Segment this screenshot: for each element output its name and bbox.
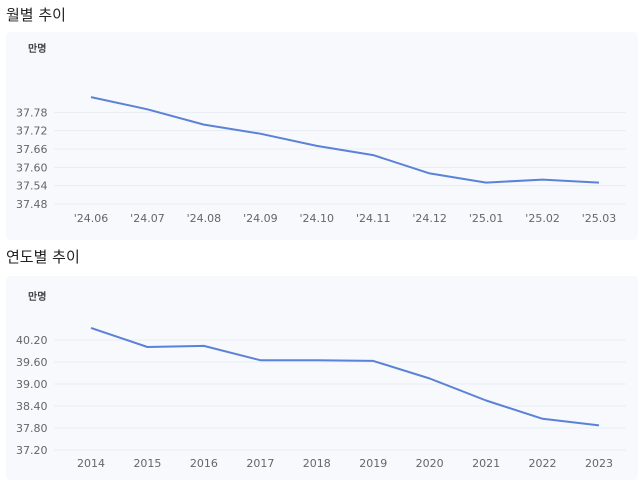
x-tick-label: 2018 xyxy=(303,457,331,470)
x-tick-label: '25.02 xyxy=(525,212,560,225)
x-tick-label: '24.09 xyxy=(243,212,278,225)
y-tick-label: 37.60 xyxy=(16,161,48,174)
y-tick-label: 37.54 xyxy=(16,180,48,193)
monthly-line-chart: 만명 37.78 37.72 37.66 37.60 37.54 37.48 '24.06 '2… xyxy=(16,42,626,225)
x-tick-label: 2020 xyxy=(416,457,444,470)
series-line xyxy=(90,326,600,427)
x-tick-label: '24.08 xyxy=(187,212,222,225)
x-tick-label: 2023 xyxy=(585,457,613,470)
unit-label: 만명 xyxy=(28,290,46,303)
x-tick-label: '24.07 xyxy=(130,212,165,225)
y-tick-label: 37.78 xyxy=(16,106,48,119)
x-tick-label: 2022 xyxy=(529,457,557,470)
y-tick-label: 40.20 xyxy=(16,334,48,347)
x-tick-label: '24.12 xyxy=(412,212,447,225)
x-tick-label: 2015 xyxy=(133,457,161,470)
x-tick-label: 2019 xyxy=(359,457,387,470)
x-tick-label: '25.03 xyxy=(582,212,617,225)
y-tick-label: 39.60 xyxy=(16,356,48,369)
y-tick-label: 37.80 xyxy=(16,422,48,435)
x-tick-label: 2014 xyxy=(77,457,105,470)
yearly-line-chart: 만명 40.20 39.60 39.00 38.40 37.80 37.20 2014 2015… xyxy=(16,290,626,470)
monthly-section-title: 월별 추이 xyxy=(6,6,66,24)
y-tick-label: 37.20 xyxy=(16,444,48,457)
y-tick-label: 37.66 xyxy=(16,143,48,156)
x-tick-label: '24.06 xyxy=(74,212,109,225)
yearly-chart-card: 만명 40.20 39.60 39.00 38.40 37.80 37.20 2014 2015… xyxy=(6,276,638,480)
x-tick-label: '24.10 xyxy=(300,212,335,225)
y-tick-label: 37.48 xyxy=(16,198,48,211)
y-tick-label: 39.00 xyxy=(16,378,48,391)
yearly-section-title: 연도별 추이 xyxy=(6,248,80,266)
x-tick-label: 2017 xyxy=(246,457,274,470)
series-line xyxy=(90,96,600,184)
monthly-chart-card: 만명 37.78 37.72 37.66 37.60 37.54 37.48 '24.06 '2… xyxy=(6,32,638,240)
unit-label: 만명 xyxy=(28,42,46,55)
y-tick-label: 37.72 xyxy=(16,125,48,138)
x-tick-label: '24.11 xyxy=(356,212,391,225)
x-tick-label: '25.01 xyxy=(469,212,504,225)
x-tick-label: 2021 xyxy=(472,457,500,470)
x-tick-label: 2016 xyxy=(190,457,218,470)
y-tick-label: 38.40 xyxy=(16,400,48,413)
